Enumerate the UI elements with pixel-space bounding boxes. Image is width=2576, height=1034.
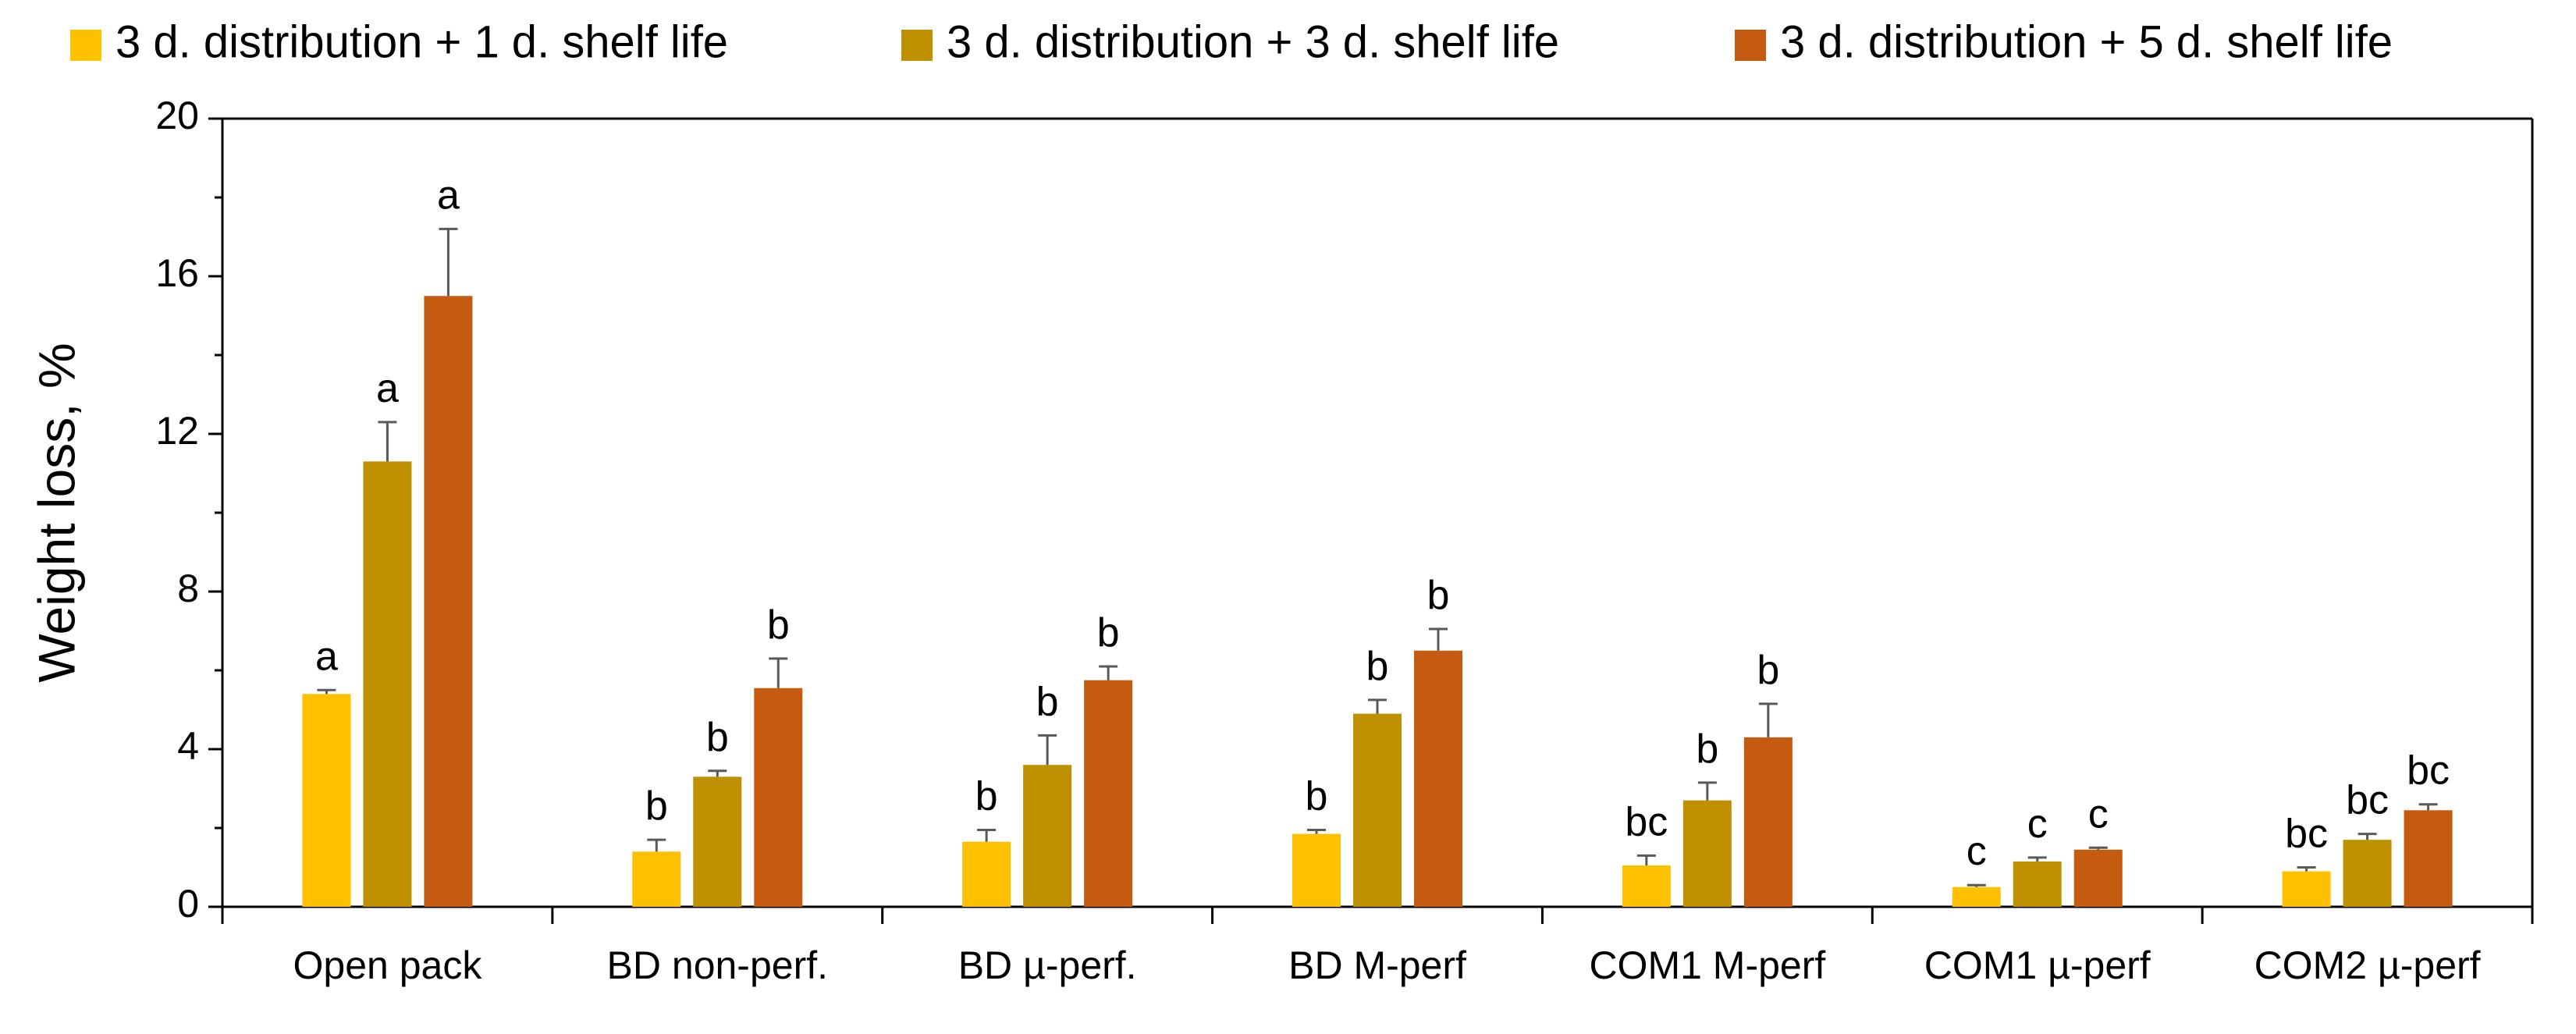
x-tick-label: Open pack (293, 943, 483, 987)
significance-label: b (1366, 644, 1389, 689)
significance-label: b (706, 715, 729, 760)
y-tick-label: 4 (177, 724, 199, 768)
bar (1414, 650, 1462, 907)
x-tick-label: BD M-perf (1288, 943, 1466, 987)
significance-label: b (1097, 610, 1120, 656)
bar (754, 688, 803, 907)
legend-label: 3 d. distribution + 5 d. shelf life (1780, 16, 2393, 67)
significance-label: b (645, 783, 668, 829)
x-tick-label: COM2 µ-perf (2254, 943, 2481, 987)
bar (693, 776, 742, 907)
legend-swatch (70, 30, 101, 61)
significance-label: b (1757, 648, 1779, 693)
legend-swatch (1735, 30, 1766, 61)
significance-label: c (1967, 829, 1987, 874)
y-tick-label: 20 (155, 94, 199, 137)
x-tick-label: BD µ-perf. (958, 943, 1137, 987)
bar (424, 296, 473, 907)
bar (1353, 713, 1402, 907)
significance-label: c (2088, 791, 2109, 837)
bar (2282, 871, 2331, 907)
significance-label: b (767, 602, 790, 648)
y-tick-label: 0 (177, 882, 199, 926)
significance-label: bc (2407, 748, 2450, 794)
significance-label: a (437, 172, 460, 218)
bar (1743, 737, 1793, 907)
bar (632, 851, 681, 907)
x-tick-label: COM1 µ-perf (1924, 943, 2151, 987)
y-tick-label: 12 (155, 409, 199, 453)
significance-label: bc (1625, 799, 1668, 844)
y-axis-label: Weight loss, % (27, 343, 85, 682)
significance-label: b (975, 774, 998, 819)
bar (962, 841, 1011, 907)
significance-label: b (1427, 573, 1450, 618)
x-tick-label: COM1 M-perf (1589, 943, 1825, 987)
legend: 3 d. distribution + 1 d. shelf life 3 d. … (70, 16, 2393, 67)
bar (2013, 861, 2062, 907)
legend-label: 3 d. distribution + 1 d. shelf life (115, 16, 728, 67)
y-tick-label: 8 (177, 567, 199, 610)
significance-label: bc (2346, 778, 2389, 823)
bar (363, 461, 412, 907)
bar (1622, 865, 1671, 907)
significance-label: a (315, 634, 338, 679)
significance-label: b (1696, 727, 1718, 772)
bar (1023, 765, 1072, 907)
y-tick-label: 16 (155, 251, 199, 295)
legend-swatch (901, 30, 933, 61)
bar (1084, 680, 1133, 907)
bar (1682, 800, 1732, 907)
significance-label: b (1306, 774, 1328, 819)
x-tick-label: BD non-perf. (607, 943, 828, 987)
bar (1952, 887, 2001, 907)
significance-label: c (2027, 801, 2048, 847)
significance-label: bc (2285, 812, 2328, 857)
bar (2073, 849, 2123, 907)
bar (2404, 810, 2453, 907)
legend-label: 3 d. distribution + 3 d. shelf life (947, 16, 1559, 67)
bar (1292, 833, 1341, 907)
significance-label: a (376, 366, 399, 411)
bar (2343, 840, 2392, 907)
bar (302, 694, 351, 907)
significance-label: b (1036, 679, 1059, 724)
